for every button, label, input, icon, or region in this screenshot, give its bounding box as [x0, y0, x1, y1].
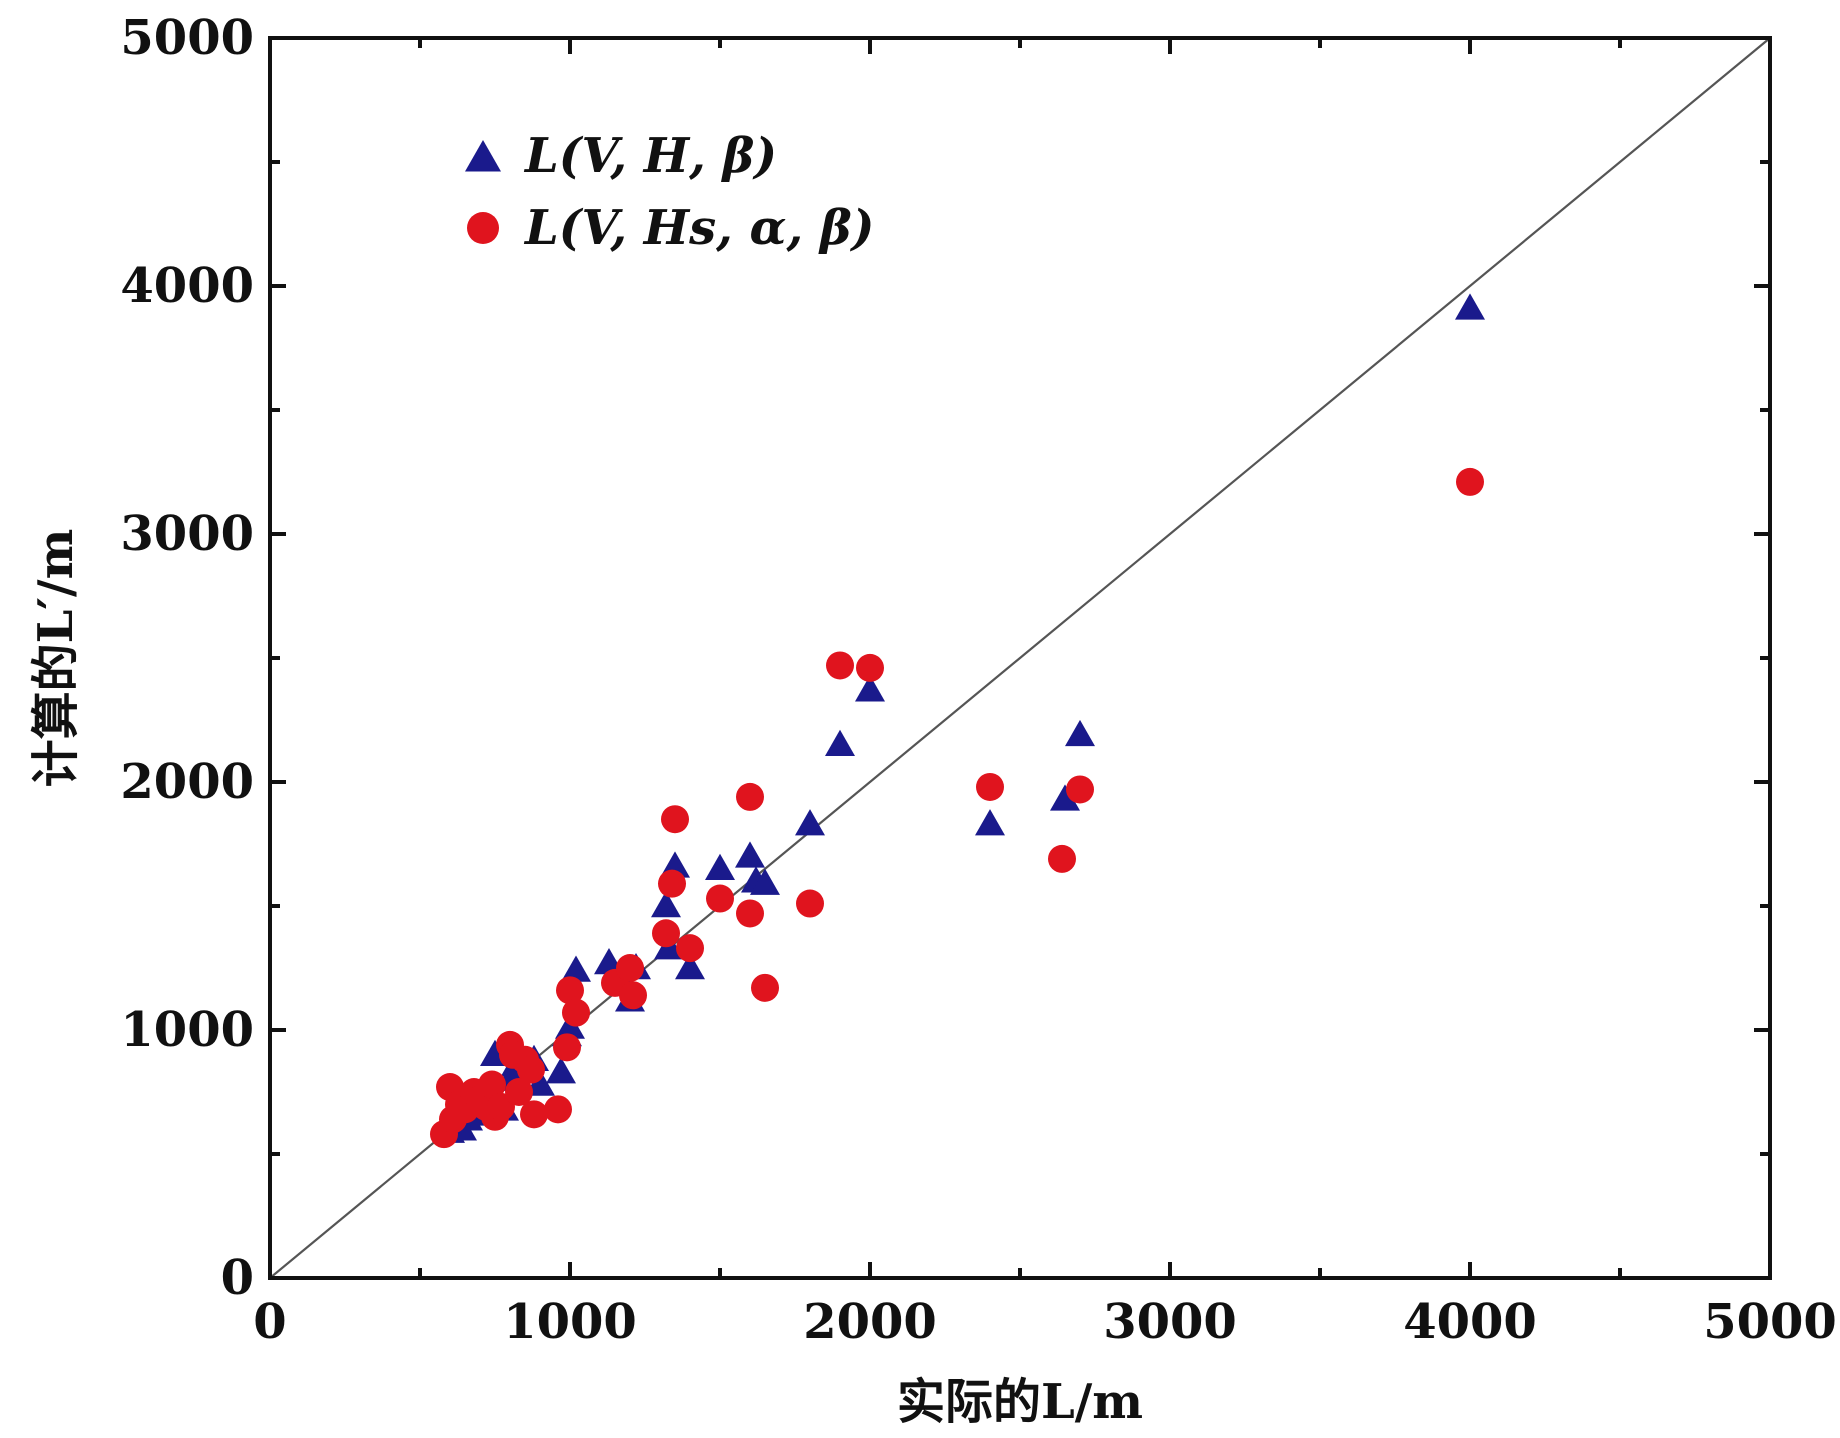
circle-point: [751, 973, 779, 1002]
y-axis-tick-labels: 0 1000 2000 3000 4000 5000: [120, 10, 254, 1306]
series-1: [435, 293, 1485, 1143]
triangle-point: [735, 841, 765, 868]
x-tick-label: 5000: [1703, 1294, 1837, 1350]
circle-point: [562, 998, 590, 1027]
circle-point: [553, 1033, 581, 1062]
legend-label-series-1: L(V, H, β): [523, 128, 777, 184]
circle-point: [517, 1055, 545, 1084]
circle-point: [661, 805, 689, 834]
circle-point: [1066, 775, 1094, 804]
legend-circle-marker: [467, 212, 499, 244]
circle-point: [1456, 467, 1484, 496]
triangle-point: [1455, 293, 1485, 320]
legend-triangle-marker: [465, 140, 501, 172]
y-tick-label: 1000: [120, 1002, 254, 1058]
triangle-point: [651, 891, 681, 918]
x-axis-tick-labels: 0 1000 2000 3000 4000 5000: [253, 1294, 1837, 1350]
circle-point: [856, 653, 884, 682]
triangle-point: [1050, 784, 1080, 811]
y-tick-label: 0: [221, 1250, 254, 1306]
circle-point: [544, 1095, 572, 1124]
circle-point: [826, 651, 854, 680]
triangle-point: [750, 868, 780, 895]
y-tick-label: 2000: [120, 754, 254, 810]
circle-point: [736, 782, 764, 811]
circle-point: [796, 889, 824, 918]
circle-point: [478, 1070, 506, 1099]
triangle-point: [1065, 719, 1095, 747]
circle-point: [658, 869, 686, 898]
triangle-point: [675, 953, 705, 980]
circle-point: [676, 934, 704, 963]
x-tick-label: 1000: [503, 1294, 637, 1350]
circle-point: [505, 1078, 533, 1106]
legend: L(V, H, β) L(V, Hs, α, β): [465, 128, 874, 256]
x-tick-label: 4000: [1403, 1294, 1537, 1350]
triangle-point: [795, 809, 825, 836]
triangle-point: [855, 675, 885, 702]
circle-point: [520, 1100, 548, 1129]
circle-point: [616, 954, 644, 982]
legend-label-series-2: L(V, Hs, α, β): [523, 200, 874, 256]
y-tick-label: 5000: [120, 10, 254, 66]
circle-point: [619, 981, 647, 1010]
x-axis-title: 实际的L/m: [897, 1374, 1143, 1430]
y-tick-label: 4000: [120, 258, 254, 314]
y-tick-label: 3000: [120, 506, 254, 562]
circle-point: [652, 919, 680, 948]
series-2: [430, 467, 1484, 1149]
triangle-point: [555, 1012, 585, 1039]
circle-point: [556, 976, 584, 1005]
triangle-point: [705, 853, 735, 881]
x-tick-label: 2000: [803, 1294, 937, 1350]
triangle-point: [546, 1057, 576, 1084]
data-series: [430, 293, 1485, 1149]
triangle-point: [561, 955, 591, 982]
triangle-point: [975, 809, 1005, 836]
circle-point: [1048, 844, 1076, 873]
x-axis-ticks: [268, 38, 1772, 1278]
circle-point: [736, 899, 764, 928]
y-axis-title: 计算的L′/m: [28, 529, 84, 788]
y-axis-ticks: [270, 36, 1770, 1280]
circle-point: [706, 884, 734, 913]
x-tick-label: 0: [253, 1294, 286, 1350]
x-tick-label: 3000: [1103, 1294, 1237, 1350]
circle-point: [976, 772, 1004, 801]
triangle-point: [825, 729, 855, 757]
